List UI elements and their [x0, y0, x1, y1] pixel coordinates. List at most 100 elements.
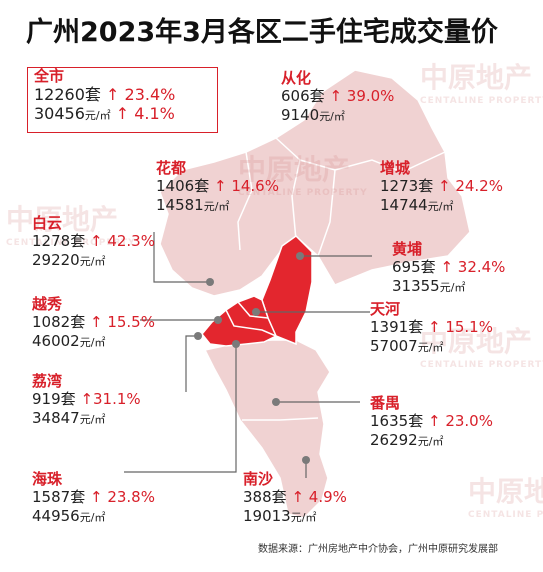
price-unit: 元/㎡: [290, 511, 317, 524]
price-line: 14581元/㎡: [156, 196, 279, 216]
volume-value: 1278: [32, 232, 71, 250]
district-name: 黄埔: [392, 240, 423, 258]
map-border-conghua: [275, 137, 446, 173]
map-border-zengcheng: [317, 169, 336, 257]
price-unit: 元/㎡: [79, 413, 106, 426]
price-line: 29220元/㎡: [32, 251, 155, 271]
district-name: 白云: [32, 214, 63, 232]
district-label-haizhu: 海珠 1587套 ↑ 23.8% 44956元/㎡: [32, 470, 155, 527]
volume-unit: 套: [418, 177, 434, 195]
map-border-panyu-nansha: [242, 417, 319, 421]
volume-line: 1587套 ↑ 23.8%: [32, 488, 155, 507]
volume-value: 1635: [370, 412, 409, 430]
citywide-summary-box: [27, 67, 218, 133]
volume-value: 1406: [156, 177, 195, 195]
price-line: 19013元/㎡: [243, 507, 347, 527]
price-change: ↑ 4.1%: [115, 104, 175, 123]
volume-value: 388: [243, 488, 272, 506]
volume-change: ↑ 15.1%: [427, 318, 493, 336]
volume-change: ↑31.1%: [80, 390, 141, 408]
district-label-nansha: 南沙 388套 ↑ 4.9% 19013元/㎡: [243, 470, 347, 527]
volume-change: ↑ 24.2%: [437, 177, 503, 195]
volume-unit: 套: [70, 488, 86, 506]
volume-unit: 套: [309, 87, 325, 105]
district-label-huadu: 花都 1406套 ↑ 14.6% 14581元/㎡: [156, 159, 279, 216]
data-source: 数据来源：广州房地产中介协会，广州中原研究发展部: [258, 544, 498, 555]
district-name: 荔湾: [32, 372, 63, 390]
volume-line: 695套 ↑ 32.4%: [392, 258, 505, 277]
volume-value: 1273: [380, 177, 419, 195]
volume-line: 1406套 ↑ 14.6%: [156, 177, 279, 196]
volume-unit: 套: [60, 390, 76, 408]
price-unit: 元/㎡: [439, 281, 466, 294]
volume-unit: 套: [408, 318, 424, 336]
volume-value: 919: [32, 390, 61, 408]
price-unit: 元/㎡: [427, 200, 454, 213]
volume-change: ↑ 15.5%: [89, 313, 155, 331]
leader-lines: [124, 232, 372, 478]
district-label-yuexiu: 越秀 1082套 ↑ 15.5% 46002元/㎡: [32, 295, 155, 352]
volume-change: ↑ 42.3%: [89, 232, 155, 250]
volume-value: 1587: [32, 488, 71, 506]
page-title: 广州2023年3月各区二手住宅成交量价: [26, 17, 498, 48]
volume-unit: 套: [408, 412, 424, 430]
district-label-liwan: 荔湾 919套 ↑31.1% 34847元/㎡: [32, 372, 141, 429]
price-unit: 元/㎡: [417, 341, 444, 354]
volume-change: ↑ 23.4%: [106, 85, 176, 104]
district-name: 番禺: [370, 394, 401, 412]
price-line: 30456元/㎡ ↑ 4.1%: [34, 104, 175, 125]
price-unit: 元/㎡: [79, 336, 106, 349]
volume-line: 1082套 ↑ 15.5%: [32, 313, 155, 332]
price-value: 19013: [243, 507, 291, 525]
price-value: 31355: [392, 277, 440, 295]
district-name: 南沙: [243, 470, 274, 488]
map-border-baiyun: [291, 159, 301, 241]
price-unit: 元/㎡: [203, 200, 230, 213]
district-label-zengcheng: 增城 1273套 ↑ 24.2% 14744元/㎡: [380, 159, 503, 216]
volume-value: 1391: [370, 318, 409, 336]
price-line: 9140元/㎡: [281, 106, 394, 126]
district-label-panyu: 番禺 1635套 ↑ 23.0% 26292元/㎡: [370, 394, 493, 451]
price-value: 34847: [32, 409, 80, 427]
district-label-tianhe: 天河 1391套 ↑ 15.1% 57007元/㎡: [370, 300, 493, 357]
district-name: 花都: [156, 159, 187, 177]
price-value: 14581: [156, 196, 204, 214]
volume-line: 1635套 ↑ 23.0%: [370, 412, 493, 431]
price-value: 57007: [370, 337, 418, 355]
volume-change: ↑ 4.9%: [291, 488, 347, 506]
volume-line: 1391套 ↑ 15.1%: [370, 318, 493, 337]
volume-unit: 套: [70, 313, 86, 331]
volume-line: 1278套 ↑ 42.3%: [32, 232, 155, 251]
district-label-conghua: 从化 606套 ↑ 39.0% 9140元/㎡: [281, 69, 394, 126]
price-value: 14744: [380, 196, 428, 214]
price-value: 30456: [34, 104, 85, 123]
volume-unit: 套: [194, 177, 210, 195]
map-region-north: [159, 69, 471, 297]
price-line: 26292元/㎡: [370, 431, 493, 451]
volume-unit: 套: [84, 85, 101, 104]
volume-line: 388套 ↑ 4.9%: [243, 488, 347, 507]
price-line: 44956元/㎡: [32, 507, 155, 527]
volume-line: 12260套 ↑ 23.4%: [34, 85, 175, 104]
district-name: 天河: [370, 300, 401, 318]
price-value: 29220: [32, 251, 80, 269]
price-value: 46002: [32, 332, 80, 350]
price-unit: 元/㎡: [319, 110, 345, 123]
price-line: 57007元/㎡: [370, 337, 493, 357]
map-border-central: [225, 301, 277, 337]
price-value: 44956: [32, 507, 80, 525]
district-name: 越秀: [32, 295, 63, 313]
volume-value: 12260: [34, 85, 85, 104]
volume-change: ↑ 23.8%: [89, 488, 155, 506]
volume-value: 695: [392, 258, 421, 276]
marker-dots: [194, 252, 310, 464]
volume-line: 606套 ↑ 39.0%: [281, 87, 394, 106]
volume-unit: 套: [70, 232, 86, 250]
district-label-baiyun: 白云 1278套 ↑ 42.3% 29220元/㎡: [32, 214, 155, 271]
